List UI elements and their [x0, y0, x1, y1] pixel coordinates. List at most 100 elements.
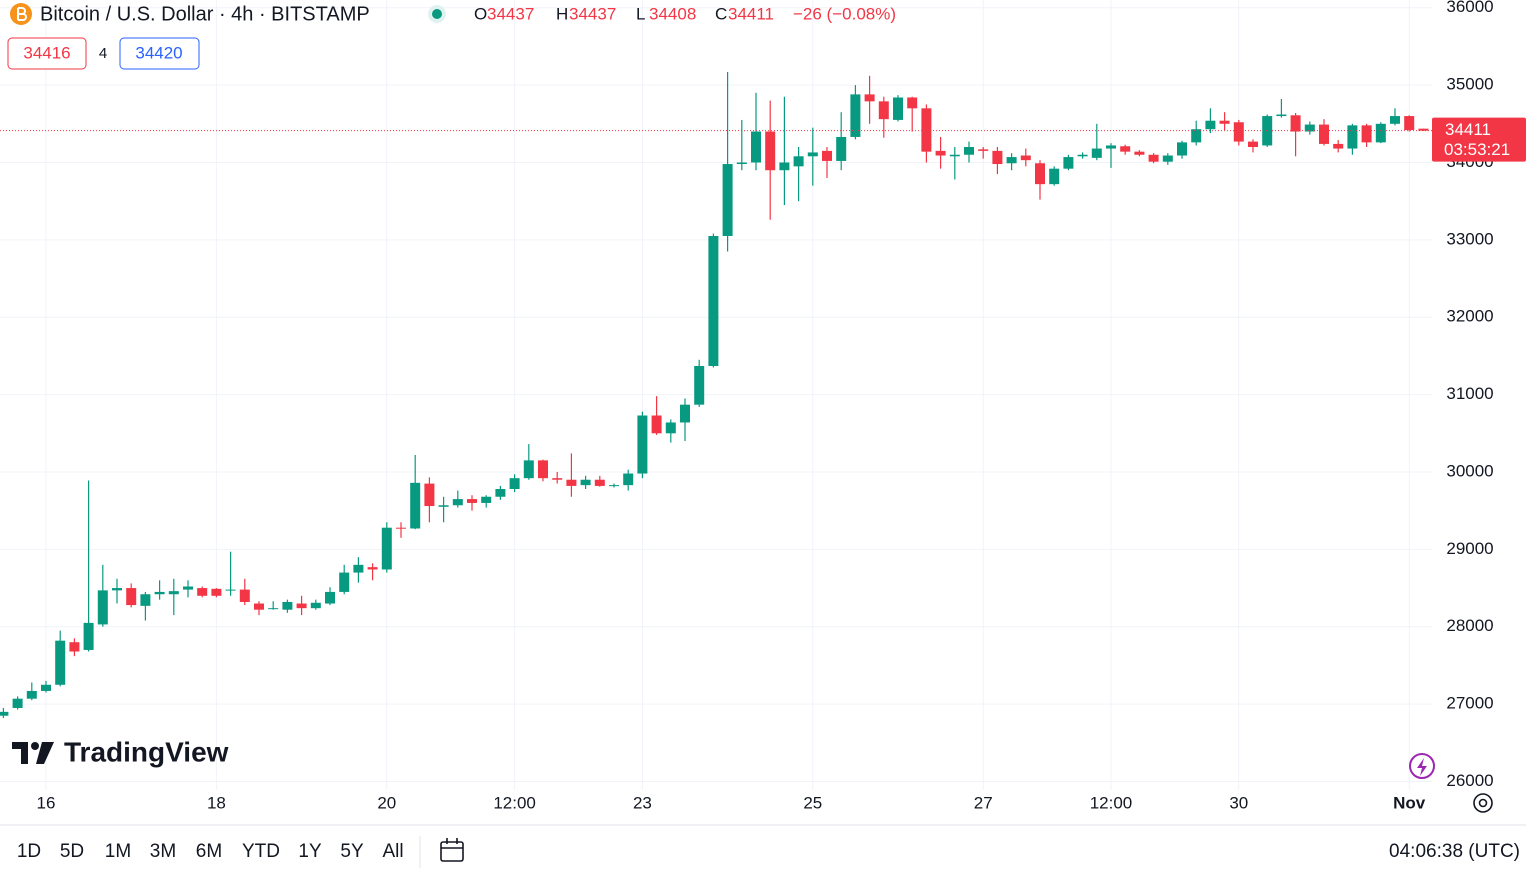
- candle-body: [822, 150, 832, 161]
- candle-body: [722, 164, 733, 236]
- range-button[interactable]: 3M: [150, 841, 176, 862]
- candle-body: [481, 496, 492, 503]
- candle-body: [126, 588, 137, 606]
- candle-body: [1319, 124, 1329, 144]
- candle-body: [907, 97, 918, 109]
- candle-body: [850, 94, 861, 137]
- candle-body: [1333, 143, 1344, 149]
- candle-body: [325, 591, 335, 604]
- range-button[interactable]: 1M: [105, 841, 131, 862]
- range-button[interactable]: 1D: [17, 841, 41, 862]
- candles: [0, 71, 1432, 719]
- candle-body: [1134, 151, 1145, 155]
- candle-body: [793, 156, 804, 167]
- symbol-title: Bitcoin / U.S. Dollar · 4h · BITSTAMP: [40, 3, 370, 25]
- candle-body: [964, 147, 974, 155]
- y-tick-label: 36000: [1446, 0, 1493, 16]
- candle-body: [779, 162, 790, 171]
- candle-body: [1035, 163, 1045, 185]
- range-button[interactable]: 1Y: [298, 841, 322, 862]
- ohlc-key: C: [715, 4, 727, 23]
- x-tick-label: 16: [37, 793, 56, 812]
- range-button[interactable]: 6M: [196, 841, 222, 862]
- candle-body: [1006, 157, 1017, 164]
- candle-body: [424, 483, 435, 507]
- y-tick-label: 31000: [1446, 384, 1493, 403]
- x-tick-label: 18: [207, 793, 226, 812]
- range-button[interactable]: 5Y: [340, 841, 364, 862]
- candle-body: [694, 365, 705, 405]
- candle-body: [978, 149, 989, 151]
- sell-box[interactable]: [7, 37, 87, 70]
- symbol-icon: [10, 3, 32, 25]
- clock: 04:06:38 (UTC): [1389, 841, 1520, 862]
- candle-body: [751, 131, 761, 163]
- candle-body: [1404, 116, 1415, 130]
- ask[interactable]: 34420: [135, 43, 182, 62]
- range-button[interactable]: All: [382, 841, 403, 862]
- candle-body: [495, 489, 506, 497]
- y-tick-label: 30000: [1446, 461, 1493, 480]
- candle-body: [12, 698, 23, 708]
- x-tick-label: 30: [1229, 793, 1248, 812]
- candle-body: [736, 162, 747, 165]
- range-button[interactable]: 5D: [60, 841, 84, 862]
- x-tick-label: 12:00: [493, 793, 536, 812]
- candle-body: [69, 642, 80, 652]
- y-tick-label: 28000: [1446, 616, 1493, 635]
- candle-body: [1418, 128, 1429, 131]
- candle-body: [452, 499, 463, 506]
- bid[interactable]: 34416: [23, 43, 70, 62]
- candle-body: [183, 586, 193, 590]
- candle-body: [211, 588, 222, 596]
- candle-body: [609, 485, 619, 487]
- spread: 4: [99, 45, 107, 62]
- candle-body: [878, 101, 889, 120]
- market-status: [432, 9, 442, 19]
- candle-body: [1361, 125, 1372, 143]
- calendar-icon[interactable]: [440, 838, 464, 862]
- candle-body: [1276, 114, 1287, 117]
- candle-body: [1375, 123, 1386, 143]
- candle-body: [765, 131, 776, 171]
- candle-body: [339, 572, 350, 592]
- x-tick-label: 27: [974, 793, 993, 812]
- candle-body: [1219, 120, 1230, 124]
- candle-body: [1262, 116, 1273, 146]
- candle-body: [1106, 145, 1116, 149]
- candle-body: [1290, 115, 1301, 132]
- candle-body: [0, 711, 9, 716]
- candle-body: [97, 590, 108, 625]
- lightning-icon: [1409, 753, 1435, 779]
- candle-body: [1120, 146, 1131, 152]
- candle-body: [197, 588, 208, 596]
- countdown: 03:53:21: [1444, 140, 1510, 159]
- candle-body: [807, 152, 818, 157]
- y-tick-label: 32000: [1446, 307, 1493, 326]
- candle-body: [1205, 120, 1216, 130]
- candle-body: [83, 622, 94, 650]
- candle-body: [665, 422, 676, 434]
- grid: [0, 0, 1432, 790]
- candle-body: [594, 479, 605, 486]
- buy-box[interactable]: [119, 37, 200, 70]
- range-button[interactable]: YTD: [242, 841, 280, 862]
- candle-body: [1233, 122, 1244, 142]
- candle-body: [864, 94, 875, 102]
- candle-body: [1063, 157, 1074, 169]
- candle-body: [1248, 141, 1258, 148]
- candle-body: [1148, 154, 1159, 162]
- candle-body: [538, 460, 548, 479]
- candle-body: [1390, 116, 1400, 124]
- candle-body: [1191, 129, 1202, 143]
- logo-mark: [12, 742, 54, 764]
- candle-body: [992, 150, 1003, 165]
- candle-body: [140, 594, 151, 606]
- settings-icon[interactable]: [1473, 793, 1493, 813]
- candle-body: [467, 499, 477, 503]
- candle-body: [1162, 155, 1173, 162]
- candle-body: [708, 235, 719, 366]
- candle-body: [523, 460, 534, 479]
- logo: TradingView: [64, 736, 229, 767]
